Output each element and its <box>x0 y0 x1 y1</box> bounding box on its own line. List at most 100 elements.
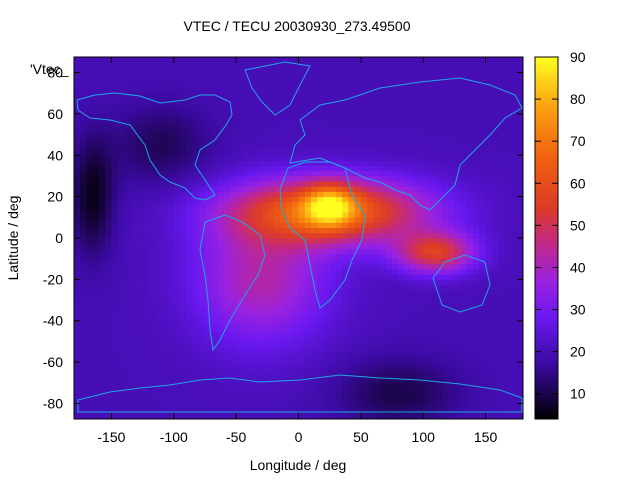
heatmap-cell <box>248 155 256 161</box>
heatmap-cell <box>435 57 443 63</box>
heatmap-cell <box>435 108 443 115</box>
heatmap-cell <box>448 248 455 254</box>
heatmap-cell <box>267 160 274 166</box>
heatmap-cell <box>448 201 455 208</box>
heatmap-cell <box>335 129 343 135</box>
heatmap-cell <box>286 325 293 332</box>
heatmap-cell <box>105 413 112 420</box>
heatmap-cell <box>441 227 449 234</box>
heatmap-cell <box>198 150 206 156</box>
heatmap-cell <box>80 175 87 182</box>
heatmap-cell <box>323 57 331 63</box>
heatmap-cell <box>473 67 480 73</box>
heatmap-cell <box>466 181 474 187</box>
heatmap-cell <box>161 191 168 198</box>
heatmap-cell <box>454 165 462 172</box>
heatmap-cell <box>192 346 200 353</box>
heatmap-cell <box>479 150 486 156</box>
heatmap-cell <box>454 175 462 182</box>
heatmap-cell <box>217 403 225 410</box>
heatmap-cell <box>310 67 318 73</box>
heatmap-cell <box>217 263 225 270</box>
heatmap-cell <box>429 413 437 420</box>
heatmap-cell <box>111 331 119 337</box>
heatmap-cell <box>155 382 162 389</box>
heatmap-cell <box>142 263 150 270</box>
heatmap-cell <box>498 175 505 182</box>
heatmap-cell <box>242 263 250 270</box>
heatmap-cell <box>98 77 106 84</box>
heatmap-cell <box>360 212 368 218</box>
heatmap-cell <box>117 351 125 358</box>
heatmap-cell <box>248 108 256 115</box>
heatmap-cell <box>504 346 511 353</box>
heatmap-cell <box>111 315 119 322</box>
heatmap-cell <box>429 124 437 130</box>
heatmap-cell <box>236 93 243 99</box>
heatmap-cell <box>448 362 455 368</box>
heatmap-cell <box>98 144 106 151</box>
heatmap-cell <box>323 119 331 125</box>
heatmap-cell <box>379 93 387 99</box>
heatmap-cell <box>74 88 81 94</box>
heatmap-cell <box>379 382 387 389</box>
heatmap-cell <box>304 243 312 249</box>
heatmap-cell <box>155 238 162 244</box>
heatmap-cell <box>373 284 380 291</box>
heatmap-cell <box>516 300 524 306</box>
heatmap-cell <box>74 263 81 270</box>
heatmap-cell <box>504 356 511 363</box>
heatmap-cell <box>392 372 399 379</box>
heatmap-cell <box>267 263 274 270</box>
heatmap-cell <box>167 155 175 161</box>
heatmap-cell <box>392 403 399 410</box>
heatmap-cell <box>423 139 430 146</box>
heatmap-cell <box>86 77 94 84</box>
heatmap-cell <box>379 88 387 94</box>
heatmap-cell <box>167 191 175 198</box>
heatmap-cell <box>348 222 356 229</box>
heatmap-cell <box>429 222 437 229</box>
heatmap-cell <box>354 243 362 249</box>
heatmap-cell <box>317 269 324 275</box>
heatmap-cell <box>379 284 387 291</box>
heatmap-cell <box>292 253 299 260</box>
heatmap-cell <box>273 331 281 337</box>
heatmap-cell <box>423 387 430 394</box>
heatmap-cell <box>379 398 387 404</box>
heatmap-cell <box>242 362 250 368</box>
heatmap-cell <box>466 367 474 373</box>
heatmap-cell <box>204 227 212 234</box>
heatmap-cell <box>236 165 243 172</box>
heatmap-cell <box>304 289 312 296</box>
heatmap-cell <box>155 341 162 347</box>
heatmap-cell <box>167 320 175 327</box>
heatmap-cell <box>491 57 499 63</box>
heatmap-cell <box>273 98 281 104</box>
heatmap-cell <box>80 320 87 327</box>
heatmap-cell <box>92 124 100 130</box>
heatmap-cell <box>410 253 418 260</box>
heatmap-cell <box>335 108 343 115</box>
heatmap-cell <box>360 320 368 327</box>
heatmap-cell <box>167 77 175 84</box>
heatmap-cell <box>460 336 468 342</box>
heatmap-cell <box>123 93 131 99</box>
heatmap-cell <box>504 191 511 198</box>
heatmap-cell <box>479 315 486 322</box>
heatmap-cell <box>254 82 262 89</box>
heatmap-cell <box>310 57 318 63</box>
heatmap-cell <box>186 201 193 208</box>
heatmap-cell <box>485 310 493 316</box>
heatmap-cell <box>373 98 380 104</box>
heatmap-cell <box>466 341 474 347</box>
heatmap-cell <box>130 165 137 172</box>
heatmap-cell <box>423 331 430 337</box>
heatmap-cell <box>416 77 424 84</box>
heatmap-cell <box>192 336 200 342</box>
heatmap-cell <box>504 217 511 223</box>
heatmap-cell <box>360 289 368 296</box>
heatmap-cell <box>167 139 175 146</box>
heatmap-cell <box>92 129 100 135</box>
heatmap-cell <box>74 356 81 363</box>
